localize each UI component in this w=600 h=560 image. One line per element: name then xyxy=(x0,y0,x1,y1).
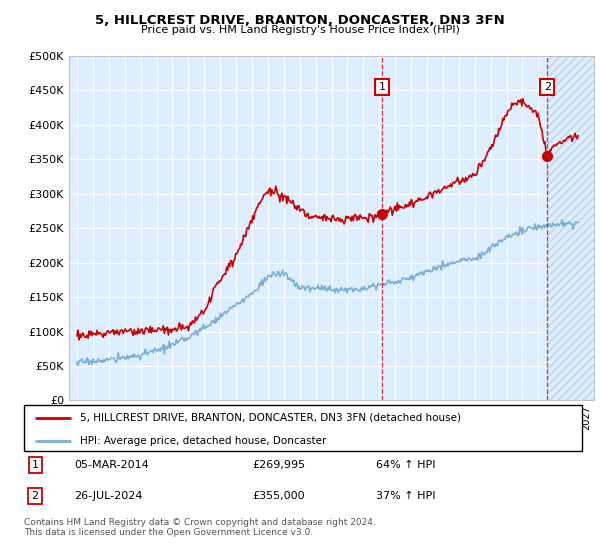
FancyBboxPatch shape xyxy=(24,405,582,451)
Text: 37% ↑ HPI: 37% ↑ HPI xyxy=(376,491,435,501)
Text: 1: 1 xyxy=(379,82,385,92)
Text: 5, HILLCREST DRIVE, BRANTON, DONCASTER, DN3 3FN: 5, HILLCREST DRIVE, BRANTON, DONCASTER, … xyxy=(95,14,505,27)
Text: £269,995: £269,995 xyxy=(253,460,306,470)
Text: £355,000: £355,000 xyxy=(253,491,305,501)
Text: 1: 1 xyxy=(32,460,38,470)
Text: 26-JUL-2024: 26-JUL-2024 xyxy=(74,491,143,501)
Text: Contains HM Land Registry data © Crown copyright and database right 2024.
This d: Contains HM Land Registry data © Crown c… xyxy=(24,518,376,538)
Text: 05-MAR-2014: 05-MAR-2014 xyxy=(74,460,149,470)
Text: Price paid vs. HM Land Registry's House Price Index (HPI): Price paid vs. HM Land Registry's House … xyxy=(140,25,460,35)
Text: 5, HILLCREST DRIVE, BRANTON, DONCASTER, DN3 3FN (detached house): 5, HILLCREST DRIVE, BRANTON, DONCASTER, … xyxy=(80,413,461,423)
Text: 64% ↑ HPI: 64% ↑ HPI xyxy=(376,460,435,470)
Text: HPI: Average price, detached house, Doncaster: HPI: Average price, detached house, Donc… xyxy=(80,436,326,446)
Text: 2: 2 xyxy=(32,491,39,501)
Text: 2: 2 xyxy=(544,82,551,92)
